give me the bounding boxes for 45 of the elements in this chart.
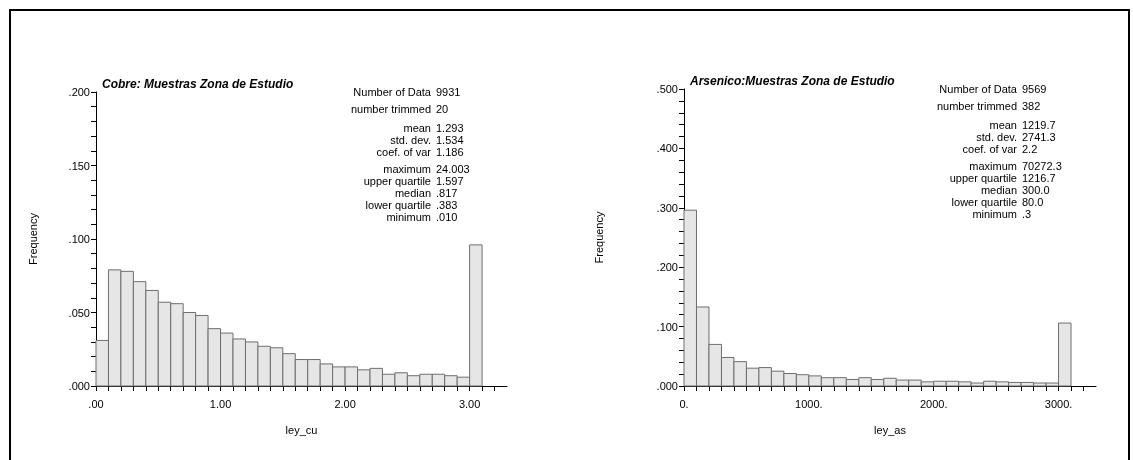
x-tick-label: 1000. — [795, 397, 823, 410]
annotation: mean 1219.7 — [989, 118, 1056, 131]
y-tick-label: .000 — [656, 380, 678, 392]
annotation: mean 1.293 — [403, 121, 464, 134]
annotation: number trimmed 382 — [936, 99, 1041, 112]
y-tick-label: .200 — [656, 261, 678, 274]
y-axis-title: Frequency — [592, 211, 605, 264]
x-tick-label: 3.00 — [458, 397, 481, 410]
annotation: minimum .3 — [972, 207, 1032, 220]
annotation: Number of Data 9931 — [353, 85, 461, 98]
y-tick-label: .100 — [656, 320, 678, 333]
annotation: Number of Data 9569 — [939, 82, 1047, 95]
y-tick-label: .300 — [656, 201, 678, 214]
y-tick-label: .400 — [656, 142, 678, 155]
annotation: std. dev. 2741.3 — [976, 130, 1056, 143]
y-axis-title: Frequency — [26, 212, 39, 265]
annotation: median 300.0 — [980, 183, 1050, 196]
annotation: upper quartile 1216.7 — [949, 171, 1056, 184]
annotation: lower quartile .383 — [365, 198, 458, 211]
annotation: lower quartile 80.0 — [951, 195, 1044, 208]
annotation: upper quartile 1.597 — [363, 174, 464, 187]
x-axis-title: ley_cu — [285, 423, 318, 436]
annotation: std. dev. 1.534 — [390, 133, 464, 146]
chart-title: Arsenico:Muestras Zona de Estudio — [689, 74, 895, 88]
y-tick-label: .000 — [68, 380, 90, 392]
y-tick-label: .150 — [68, 159, 90, 172]
annotation: coef. of var 2.2 — [962, 142, 1038, 155]
annotation: minimum .010 — [386, 210, 458, 223]
x-tick-label: 2000. — [919, 397, 948, 410]
chart-title: Cobre: Muestras Zona de Estudio — [102, 77, 294, 91]
x-axis-title: ley_as — [874, 423, 907, 436]
x-tick-label: 3000. — [1044, 397, 1073, 410]
y-tick-label: .200 — [68, 86, 90, 98]
annotation: coef. of var 1.186 — [376, 145, 464, 158]
y-tick-label: .100 — [68, 233, 90, 245]
annotation: maximum 24.003 — [383, 162, 470, 175]
annotation: maximum 70272.3 — [969, 159, 1062, 172]
annotation: number trimmed 20 — [350, 102, 449, 115]
x-tick-label: .00 — [88, 397, 104, 410]
x-tick-label: 0. — [679, 397, 689, 410]
x-tick-label: 1.00 — [209, 397, 232, 410]
x-tick-label: 2.00 — [334, 397, 356, 410]
y-tick-label: .500 — [656, 83, 678, 95]
annotation: median .817 — [394, 186, 458, 199]
y-tick-label: .050 — [68, 306, 90, 319]
